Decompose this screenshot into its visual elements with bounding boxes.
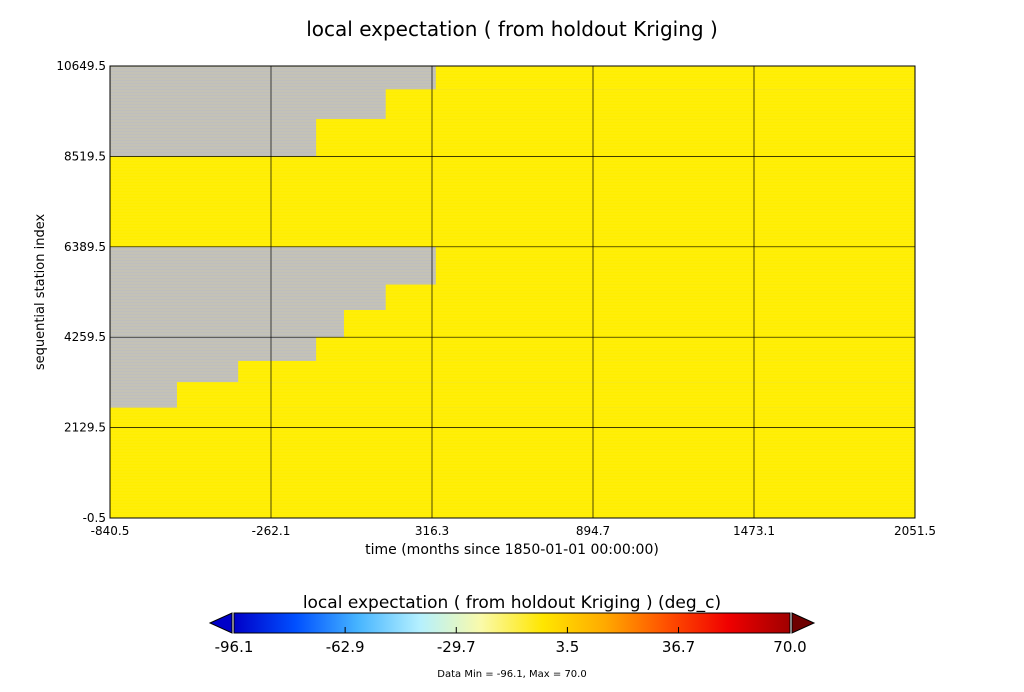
plot-area — [109, 65, 916, 519]
y-tick-label: 6389.5 — [64, 240, 106, 254]
y-axis-label: sequential station index — [33, 214, 48, 371]
colorbar-tick-label: -96.1 — [215, 638, 254, 656]
plot-frame — [109, 65, 916, 519]
coverage-band-8 — [110, 156, 915, 247]
coverage-band-2 — [176, 382, 915, 408]
y-tick-label: 2129.5 — [64, 421, 106, 435]
y-tick-label: 4259.5 — [64, 330, 106, 344]
coverage-band-9 — [316, 119, 915, 157]
y-tick-label: -0.5 — [83, 511, 106, 525]
colorbar-high-extend — [791, 612, 816, 634]
x-axis-label: time (months since 1850-01-01 00:00:00) — [365, 542, 659, 558]
colorbar-title: local expectation ( from holdout Kriging… — [303, 593, 721, 613]
x-tick-label: -840.5 — [91, 524, 130, 538]
coverage-band-6 — [385, 284, 915, 311]
data-range-note: Data Min = -96.1, Max = 70.0 — [437, 669, 586, 680]
x-tick-label: 1473.1 — [733, 524, 775, 538]
colorbar: -96.1 -62.9 -29.7 3.5 36.7 70.0 — [208, 612, 816, 656]
colorbar-gradient — [233, 612, 791, 634]
x-tick-label: 316.3 — [415, 524, 449, 538]
data-coverage — [110, 66, 915, 518]
y-tick-label: 8519.5 — [64, 149, 106, 163]
coverage-band-10 — [385, 89, 915, 120]
coverage-band-0 — [110, 427, 915, 518]
x-axis: -840.5 -262.1 316.3 894.7 1473.1 2051.5 — [91, 524, 936, 538]
colorbar-tick-label: 70.0 — [773, 638, 806, 656]
coverage-band-4 — [316, 337, 915, 361]
x-tick-label: 2051.5 — [894, 524, 936, 538]
y-tick-label: 10649.5 — [56, 59, 106, 73]
colorbar-low-extend — [208, 612, 233, 634]
colorbar-tick-label: -29.7 — [437, 638, 476, 656]
coverage-band-5 — [343, 310, 915, 338]
coverage-band-3 — [238, 360, 915, 383]
coverage-band-11 — [435, 66, 915, 90]
chart-title: local expectation ( from holdout Kriging… — [306, 17, 718, 41]
x-tick-label: -262.1 — [252, 524, 291, 538]
colorbar-tick-label: -62.9 — [326, 638, 365, 656]
coverage-band-7 — [435, 246, 915, 285]
colorbar-tick-label: 3.5 — [555, 638, 579, 656]
colorbar-tick-label: 36.7 — [662, 638, 695, 656]
x-tick-label: 894.7 — [576, 524, 610, 538]
coverage-band-1 — [110, 407, 915, 428]
y-axis: -0.5 2129.5 4259.5 6389.5 8519.5 10649.5 — [56, 59, 106, 525]
